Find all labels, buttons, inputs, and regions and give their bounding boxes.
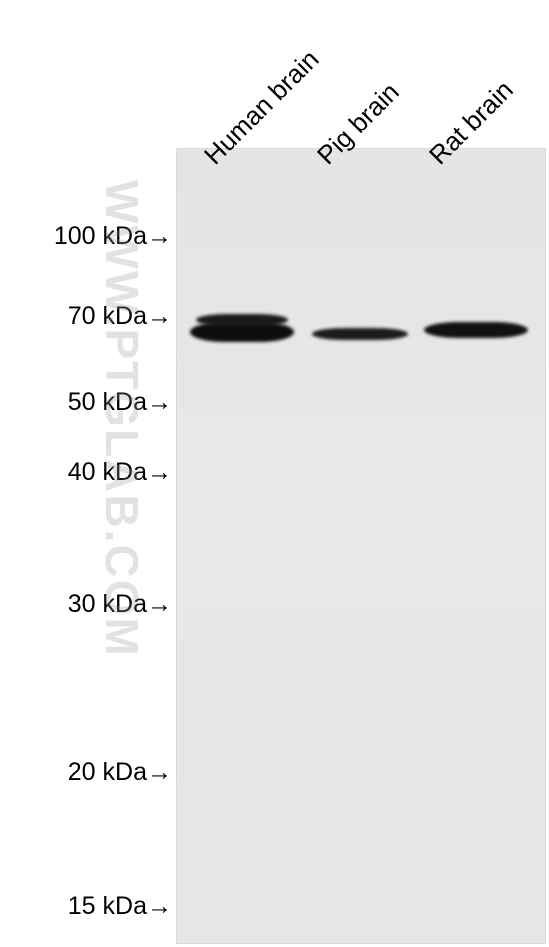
mw-label-40: 40 kDa→ [68, 458, 172, 487]
mw-label-20: 20 kDa→ [68, 758, 172, 787]
band-lane1-upper [196, 314, 288, 326]
mw-label-70: 70 kDa→ [68, 302, 172, 331]
mw-label-100: 100 kDa→ [54, 222, 172, 251]
watermark-text: WWW.PTGLAB.COM [95, 180, 149, 658]
blot-membrane [176, 148, 546, 944]
mw-label-30: 30 kDa→ [68, 590, 172, 619]
band-lane3 [424, 322, 528, 338]
mw-label-15: 15 kDa→ [68, 892, 172, 921]
blot-container: Human brain Pig brain Rat brain 100 kDa→… [0, 0, 549, 947]
band-lane2 [312, 328, 408, 340]
mw-label-50: 50 kDa→ [68, 388, 172, 417]
